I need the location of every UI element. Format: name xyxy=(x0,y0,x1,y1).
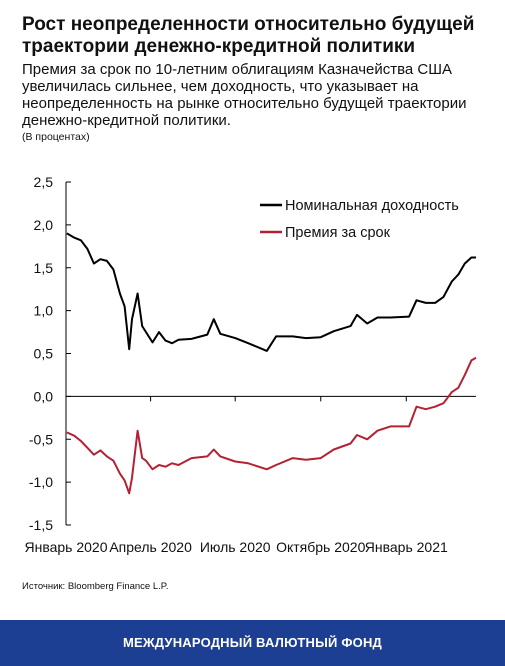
x-tick-label: Июль 2020 xyxy=(200,539,271,555)
x-tick-label: Январь 2020 xyxy=(24,539,107,555)
units-note: (В процентах) xyxy=(22,131,90,143)
x-tick-label: Октябрь 2020 xyxy=(276,539,366,555)
legend-label: Номинальная доходность xyxy=(285,198,459,214)
legend-label: Премия за срок xyxy=(285,225,391,241)
x-tick-label: Январь 2021 xyxy=(365,539,448,555)
y-tick-label: 0,5 xyxy=(34,346,54,362)
y-tick-label: 0,0 xyxy=(34,388,54,404)
series-line-2 xyxy=(66,356,477,495)
y-tick-label: 1,0 xyxy=(34,303,54,319)
chart-subtitle: Премия за срок по 10-летним облигациям К… xyxy=(22,61,467,129)
y-tick-label: -1,5 xyxy=(29,517,53,533)
series-line-1 xyxy=(66,232,476,352)
x-tick-label: Апрель 2020 xyxy=(109,539,192,555)
series-layer xyxy=(66,232,477,495)
y-tick-label: 2,5 xyxy=(34,174,54,190)
line-chart: 2,5 2,0 1,5 1,0 0,5 0,0 -0,5 -1,0 -1,5 Январь 20… xyxy=(24,174,477,555)
y-tick-label: -0,5 xyxy=(29,431,53,447)
y-axis: 2,5 2,0 1,5 1,0 0,5 0,0 -0,5 -1,0 -1,5 xyxy=(29,174,71,533)
y-tick-label: 2,0 xyxy=(34,217,54,233)
x-axis: Январь 2020 Апрель 2020 Июль 2020 Октябрь 2… xyxy=(24,395,476,555)
legend: Номинальная доходность Премия за срок xyxy=(260,198,459,241)
source-note: Источник: Bloomberg Finance L.P. xyxy=(22,581,169,592)
y-tick-label: -1,0 xyxy=(29,474,53,490)
chart-title: Рост неопределенности относительно будущ… xyxy=(22,14,475,57)
y-tick-label: 1,5 xyxy=(34,260,54,276)
imf-footer: МЕЖДУНАРОДНЫЙ ВАЛЮТНЫЙ ФОНД xyxy=(0,620,505,666)
